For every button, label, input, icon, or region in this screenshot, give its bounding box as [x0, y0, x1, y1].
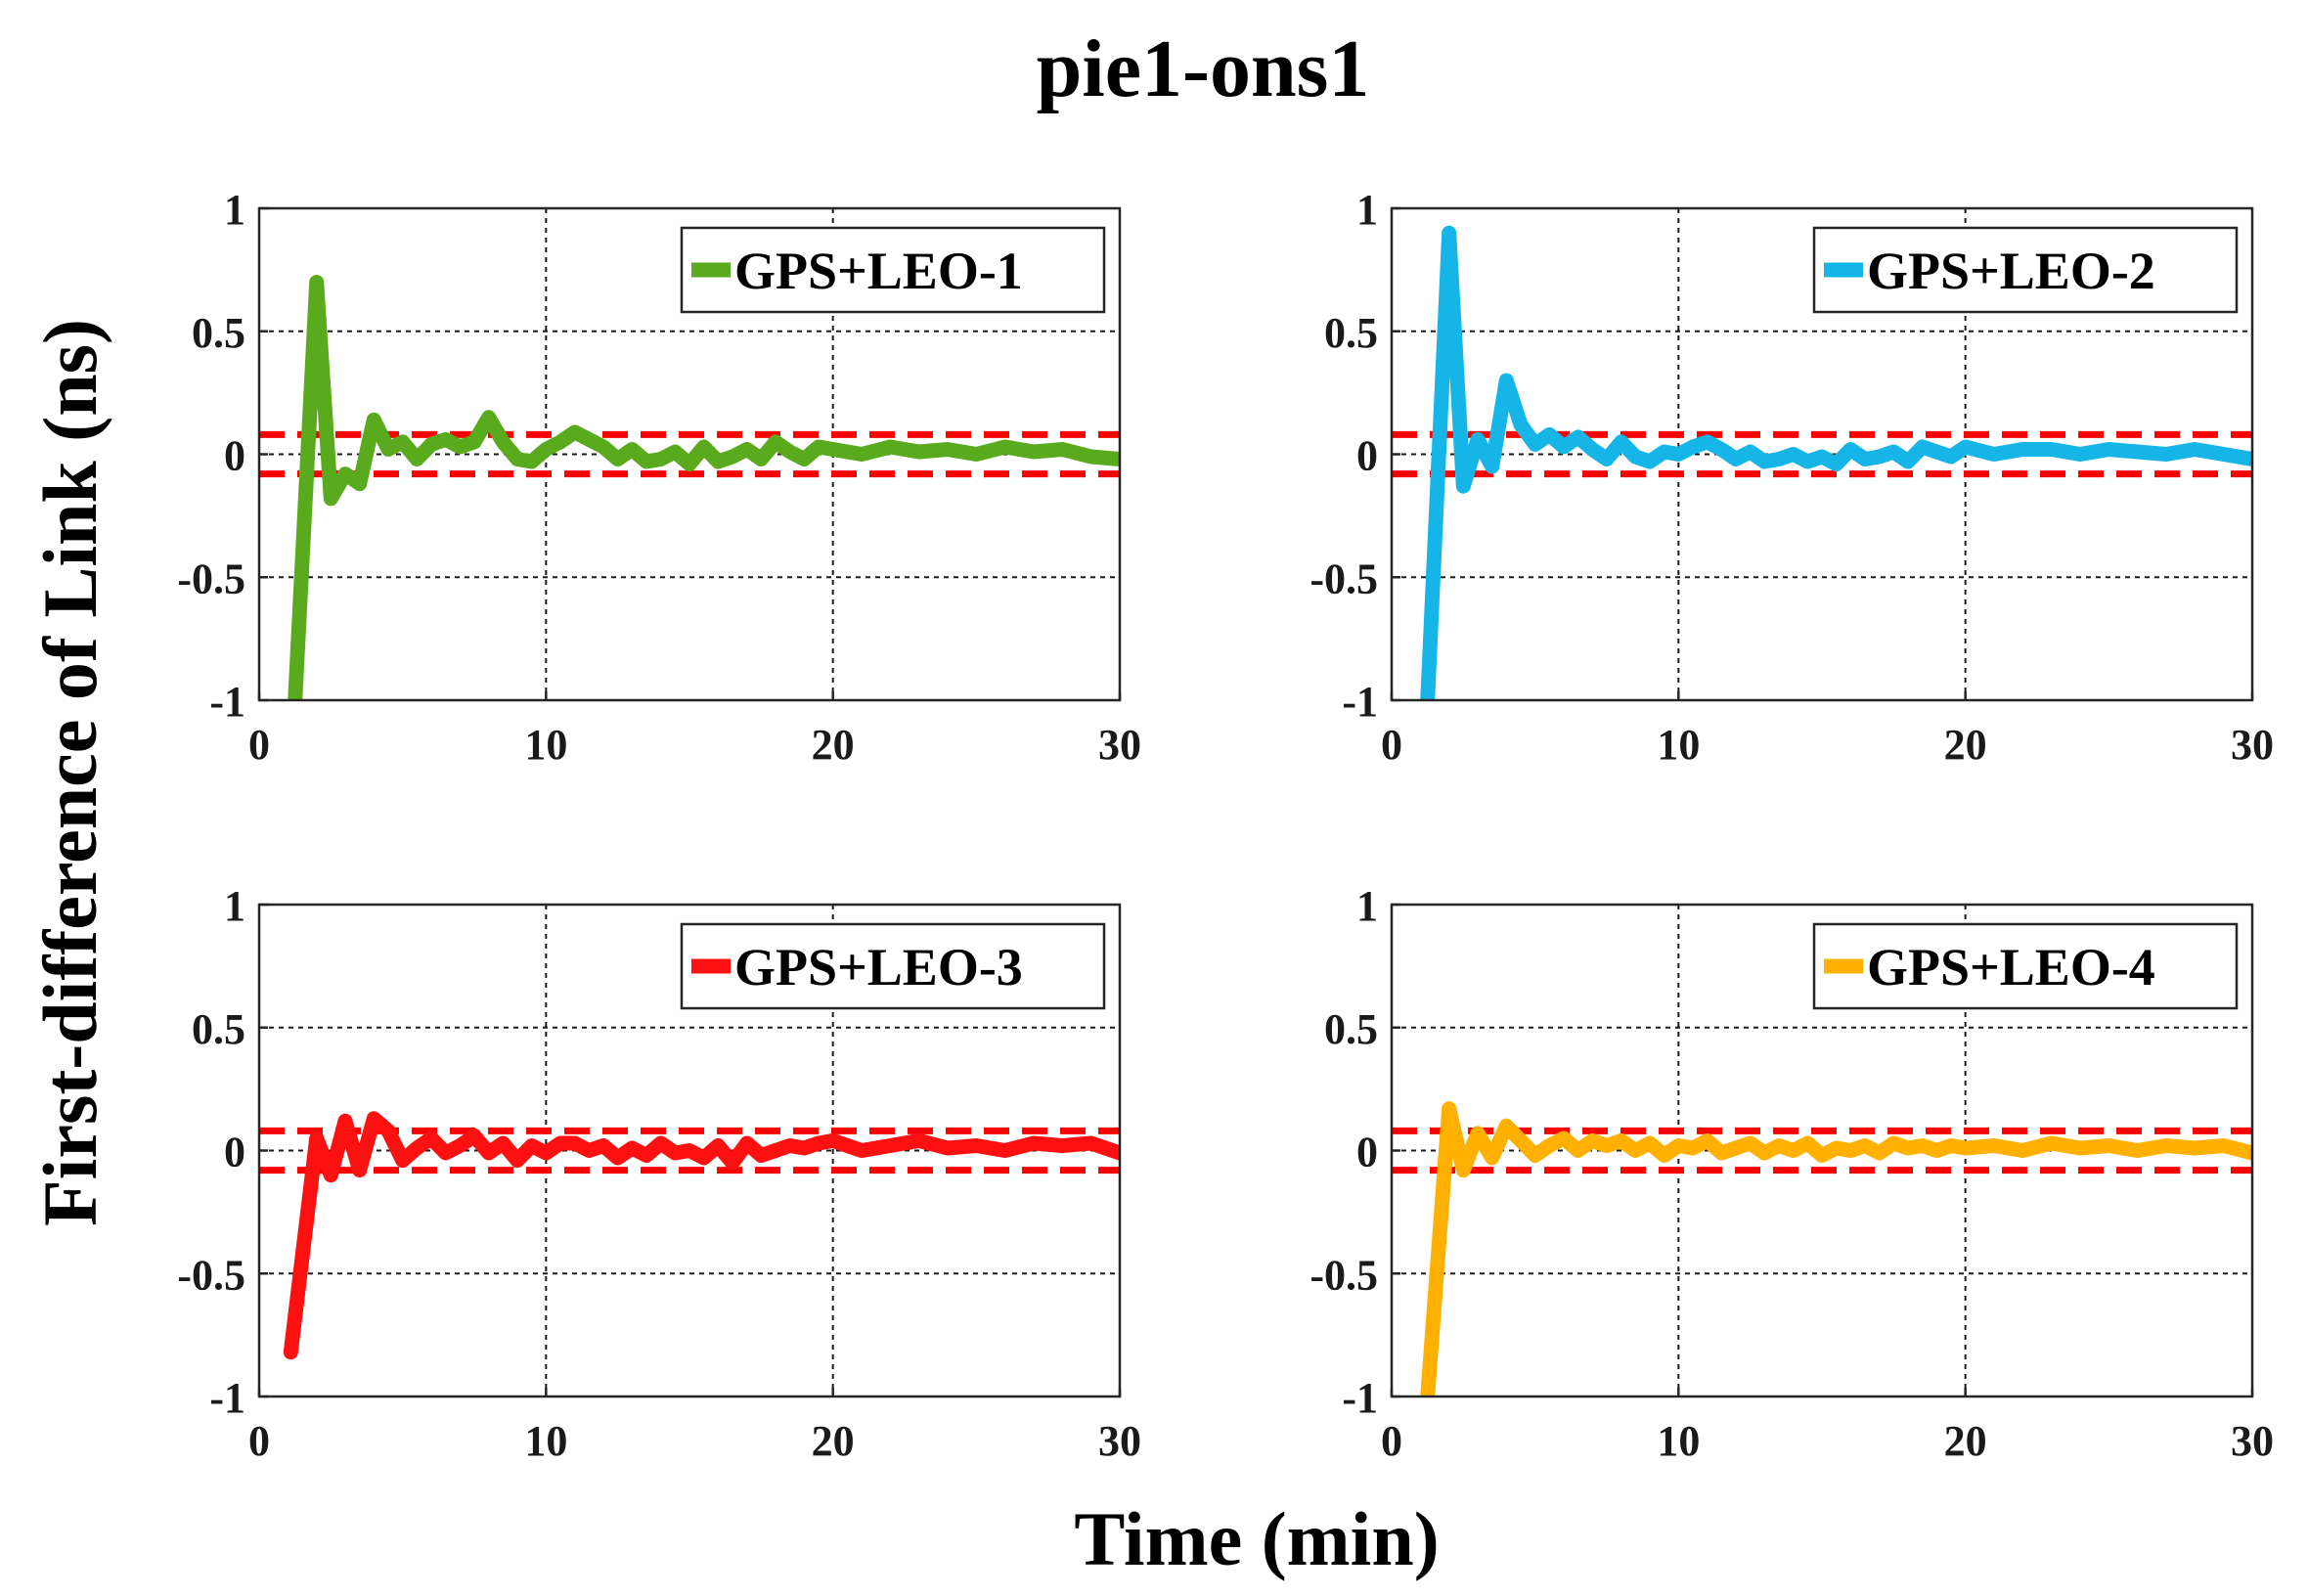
y-tick-label: -1	[1342, 1374, 1378, 1422]
x-tick-label: 10	[524, 721, 567, 769]
y-tick-label: 1	[224, 186, 245, 234]
subplot-4: 0 10 20 30 1 0.5 0 -0.5 -1 GPS+LEO-4	[1309, 882, 2274, 1465]
legend-box	[680, 226, 1106, 314]
subplot-1: 0 10 20 30 1 0.5 0 -0.5 -1 GPS+LEO-1	[177, 186, 1141, 769]
x-tick-label: 10	[1657, 1417, 1700, 1465]
legend: GPS+LEO-3	[680, 922, 1106, 1010]
legend-label: GPS+LEO-1	[734, 242, 1023, 300]
series-line	[288, 275, 1120, 700]
y-tick-label: 1	[1356, 186, 1378, 234]
x-tick-label: 10	[524, 1417, 567, 1465]
y-tick-label: 0.5	[192, 1005, 245, 1053]
legend-label: GPS+LEO-3	[734, 938, 1023, 997]
x-tick-label: 30	[2231, 721, 2274, 769]
y-tick-label: -0.5	[1309, 554, 1378, 602]
x-axis-label: Time (min)	[1074, 1496, 1439, 1581]
x-tick-label: 30	[1098, 721, 1141, 769]
y-tick-label: -0.5	[1309, 1251, 1378, 1299]
series-line	[1420, 1101, 2252, 1396]
y-tick-label: 0.5	[192, 309, 245, 357]
x-tick-label: 0	[248, 1417, 270, 1465]
y-tick-label: 1	[224, 882, 245, 930]
legend: GPS+LEO-2	[1812, 226, 2239, 314]
legend-label: GPS+LEO-4	[1867, 938, 2155, 997]
legend: GPS+LEO-4	[1812, 922, 2239, 1010]
x-tick-label: 20	[1944, 1417, 1987, 1465]
y-tick-label: 0.5	[1324, 309, 1378, 357]
series-line	[283, 1111, 1120, 1360]
legend: GPS+LEO-1	[680, 226, 1106, 314]
legend-box	[1812, 922, 2239, 1010]
y-tick-label: 0	[1356, 432, 1378, 480]
x-tick-label: 20	[812, 721, 855, 769]
y-tick-label: -1	[1342, 678, 1378, 726]
y-tick-label: 1	[1356, 882, 1378, 930]
y-tick-label: 0	[224, 1129, 245, 1176]
y-tick-label: -1	[209, 1374, 245, 1422]
legend-box	[1812, 226, 2239, 314]
y-axis-label: First-difference of Link (ns)	[27, 319, 112, 1226]
figure-title: pie1-ons1	[1037, 23, 1370, 114]
y-tick-label: 0	[1356, 1129, 1378, 1176]
legend-label: GPS+LEO-2	[1867, 242, 2155, 300]
legend-box	[680, 922, 1106, 1010]
subplot-3: 0 10 20 30 1 0.5 0 -0.5 -1 GPS+LEO-3	[177, 882, 1141, 1465]
x-tick-label: 0	[1381, 721, 1402, 769]
x-tick-label: 0	[248, 721, 270, 769]
y-tick-label: -0.5	[177, 1251, 245, 1299]
y-tick-label: -0.5	[177, 554, 245, 602]
x-tick-label: 20	[1944, 721, 1987, 769]
x-tick-label: 30	[2231, 1417, 2274, 1465]
y-tick-label: 0.5	[1324, 1005, 1378, 1053]
x-tick-label: 10	[1657, 721, 1700, 769]
x-tick-label: 0	[1381, 1417, 1402, 1465]
x-tick-label: 30	[1098, 1417, 1141, 1465]
subplot-2: 0 10 20 30 1 0.5 0 -0.5 -1 GPS+LEO-2	[1309, 186, 2274, 769]
x-tick-label: 20	[812, 1417, 855, 1465]
series-line	[1420, 225, 2252, 700]
y-tick-label: -1	[209, 678, 245, 726]
y-tick-label: 0	[224, 432, 245, 480]
